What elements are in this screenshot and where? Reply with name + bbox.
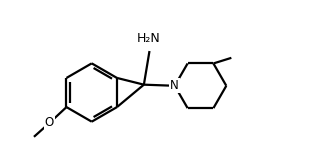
Text: N: N xyxy=(170,79,179,92)
Text: O: O xyxy=(45,116,54,129)
Text: H₂N: H₂N xyxy=(136,32,160,45)
